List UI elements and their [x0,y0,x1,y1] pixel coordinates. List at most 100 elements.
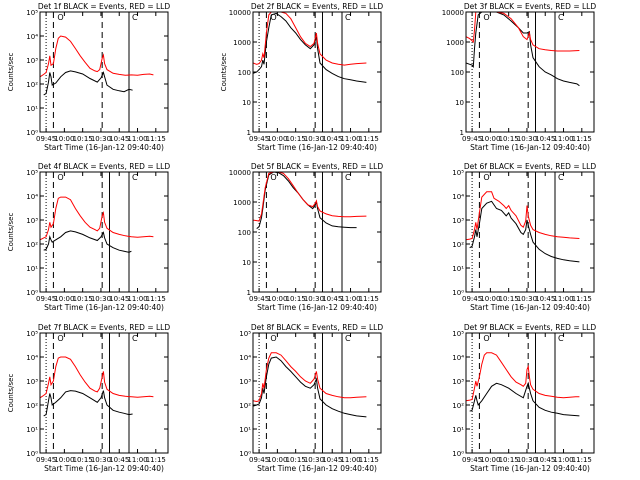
x-tick-label: 10:00 [267,135,287,143]
x-tick-label: 09:45 [462,135,482,143]
x-tick-label: 11:15 [572,135,592,143]
events-series-line [466,12,580,87]
y-tick-label: 1 [247,289,251,297]
x-tick-label: 11:00 [127,295,147,303]
events-series-line [253,356,367,418]
x-tick-label: 10:00 [480,135,500,143]
x-tick-label: 11:00 [553,295,573,303]
x-tick-label: 10:00 [480,456,500,464]
lld-series-line [253,12,367,66]
x-axis-label: Start Time (16-Jan-12 09:40:40) [257,464,377,473]
x-tick-label: 10:15 [499,456,519,464]
y-tick-label: 100 [451,69,464,77]
plot-frame [465,332,595,454]
x-tick-label: 11:00 [553,135,573,143]
x-tick-label: 10:30 [304,456,324,464]
y-tick-label: 10000 [229,169,251,177]
x-tick-label: 11:15 [146,456,166,464]
x-tick-label: 11:00 [340,135,360,143]
x-tick-label: 10:45 [109,456,129,464]
y-tick-label: 10⁴ [26,33,38,41]
x-tick-label: 11:00 [340,456,360,464]
marker-label-o: O [270,334,276,343]
x-tick-label: 11:15 [359,456,379,464]
y-tick-label: 100 [238,69,251,77]
x-tick-label: 11:15 [572,295,592,303]
y-tick-label: 10³ [452,378,464,386]
y-tick-label: 1 [247,129,251,137]
y-tick-label: 10² [239,402,251,410]
x-tick-label: 10:45 [109,135,129,143]
y-tick-label: 10¹ [239,426,251,434]
x-tick-label: 10:00 [480,295,500,303]
events-series-line [253,12,367,83]
y-tick-label: 10⁰ [26,450,38,458]
y-tick-label: 10⁴ [239,354,251,362]
y-axis-label: Counts/sec [220,53,228,92]
y-axis-label: Counts/sec [7,213,15,252]
y-tick-label: 10⁰ [452,289,464,297]
y-tick-label: 10⁴ [452,354,464,362]
y-tick-label: 10⁵ [26,169,38,177]
y-tick-label: 10¹ [452,426,464,434]
marker-label-c: C [558,334,564,343]
panel-title: Det 6f BLACK = Events, RED = LLD [464,162,597,171]
y-tick-label: 10³ [26,57,38,65]
marker-label-o: O [57,13,63,22]
marker-label-o: O [57,334,63,343]
x-tick-label: 11:15 [146,135,166,143]
marker-label-o: O [270,13,276,22]
y-tick-label: 10¹ [26,426,38,434]
x-tick-label: 10:15 [73,456,93,464]
lld-series-line [466,191,580,241]
y-tick-label: 10² [26,402,38,410]
marker-label-c: C [132,13,138,22]
marker-label-o: O [270,173,276,182]
plot-frame [465,171,595,293]
y-axis-label: Counts/sec [7,53,15,92]
x-tick-label: 10:00 [267,295,287,303]
x-tick-label: 10:15 [73,135,93,143]
lld-series-line [466,352,580,402]
y-tick-label: 10³ [26,217,38,225]
x-axis-label: Start Time (16-Jan-12 09:40:40) [44,464,164,473]
y-tick-label: 10 [242,259,251,267]
x-tick-label: 10:15 [499,135,519,143]
panel-title: Det 5f BLACK = Events, RED = LLD [251,162,384,171]
panel-title: Det 9f BLACK = Events, RED = LLD [464,323,597,332]
y-tick-label: 10⁵ [26,9,38,17]
x-tick-label: 09:45 [462,456,482,464]
lld-series-line [40,356,154,399]
lld-series-line [466,12,580,52]
panel-title: Det 7f BLACK = Events, RED = LLD [38,323,171,332]
y-tick-label: 10⁵ [452,330,464,338]
x-axis-label: Start Time (16-Jan-12 09:40:40) [257,143,377,152]
x-tick-label: 10:00 [267,456,287,464]
y-axis-label: Counts/sec [7,374,15,413]
x-axis-label: Start Time (16-Jan-12 09:40:40) [470,464,590,473]
x-tick-label: 10:30 [91,456,111,464]
x-tick-label: 10:15 [73,295,93,303]
x-tick-label: 10:15 [286,295,306,303]
y-tick-label: 1 [460,129,464,137]
x-tick-label: 09:45 [462,295,482,303]
panel-title: Det 1f BLACK = Events, RED = LLD [38,2,171,11]
marker-label-o: O [483,173,489,182]
x-tick-label: 09:45 [249,456,269,464]
x-tick-label: 09:45 [249,135,269,143]
x-tick-label: 09:45 [249,295,269,303]
y-tick-label: 10³ [239,378,251,386]
x-tick-label: 11:15 [572,456,592,464]
y-tick-label: 100 [238,229,251,237]
y-tick-label: 10⁴ [26,193,38,201]
y-tick-label: 10¹ [452,265,464,273]
y-tick-label: 10000 [229,9,251,17]
marker-label-c: C [345,334,351,343]
x-tick-label: 09:45 [36,135,56,143]
x-tick-label: 10:45 [322,295,342,303]
